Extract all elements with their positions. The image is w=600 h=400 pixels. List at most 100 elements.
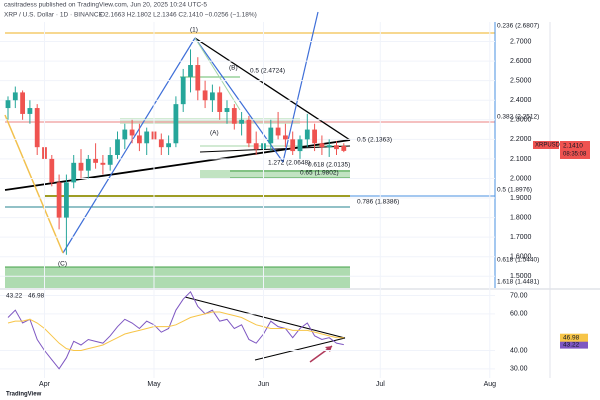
candle-body [158,139,164,148]
candle-body [202,90,208,101]
y-tick-label: 30.00 [510,366,528,373]
annotation: (1) [190,27,198,34]
x-tick-label: Apr [39,381,51,388]
candle-body [122,129,128,140]
trend-line [194,37,241,111]
x-tick-label: Jun [258,381,269,388]
candle-body [253,143,259,150]
y-tick-label: 1.5000 [510,273,532,280]
y-tick-label: 60.00 [510,311,528,318]
candle-body [239,119,244,124]
candle-body [210,92,215,101]
candle-body [166,143,171,148]
annotation: 1.272 (2.0648) [268,160,310,167]
y-tick-label: 1.7000 [510,234,532,241]
rsi-line [7,311,344,351]
candle-body [224,108,230,112]
rsi-trend-line [184,296,346,339]
annotation: 0.5 (1.8976) [497,187,532,194]
candle-body [341,145,347,151]
y-tick-label: 2.4000 [510,97,532,104]
candle-body [71,162,77,183]
zone [5,267,350,288]
symbol: XRP / U.S. Dollar · 1D · BINANCE [4,12,104,19]
annotation: (C) [58,261,67,268]
y-tick-label: 2.6000 [510,58,532,65]
badge-symbol: XRPUSD [535,143,561,149]
x-tick-label: May [147,381,161,388]
candle-body [304,129,310,140]
trend-line [4,114,64,254]
rsi-badge [560,340,588,349]
candle-body [319,143,325,148]
candle-body [100,162,106,165]
rsi-badge-label: 46.98 [563,334,580,341]
candle-body [64,182,69,218]
candle-body [137,135,142,144]
y-tick-label: 70.00 [510,292,528,299]
annotation: 0.382 (2.2512) [497,114,539,121]
y-tick-label: 1.8000 [510,214,532,221]
candle-body [93,158,98,163]
candle-body [27,108,33,114]
y-tick-label: 1.9000 [510,195,532,202]
candle-body [129,129,135,136]
rsi-line [7,290,344,370]
candle-body [85,158,91,171]
annotation: 0.236 (2.6807) [497,23,539,30]
candle-body [268,127,274,144]
candle-body [173,104,179,144]
candle-body [217,92,223,112]
candle-body [34,108,40,148]
candle-body [297,139,303,152]
attribution: casitradess published on TradingView.com… [4,2,207,9]
rsi-trend-line [254,337,346,361]
rsi-legend-value: 43.22 [6,293,23,300]
zone [200,170,350,178]
annotation: 0.618 (2.0135) [308,162,350,169]
candle-body [283,135,288,140]
candle-body [107,155,113,165]
annotation: 0.5 (2.1363) [357,137,392,144]
badge-price: 2.1410 [563,143,583,150]
y-tick-label: 2.2000 [510,136,532,143]
candle-body [231,108,237,124]
y-tick-label: 2.5000 [510,78,532,85]
badge [533,141,559,149]
annotation: 0.65 (1.9802) [300,170,339,177]
candle-body [334,145,339,150]
candle-body [246,119,252,144]
y-tick-label: 2.7000 [510,38,532,45]
candle-body [78,162,84,171]
plot-layer: 1.5000 1.6000 1.7000 1.8000 1.9000 2.0000 2.10… [0,11,600,388]
candle-body [195,65,201,91]
candle-body [275,127,281,136]
candle-body [20,92,25,114]
trend-line [282,11,319,163]
candle-body [326,145,332,148]
candle-body [312,129,317,144]
badge-countdown: 08:35:08 [563,152,587,158]
y-tick-label: 40.00 [510,347,528,354]
zone [120,118,300,124]
y-tick-label: 2.0000 [510,175,532,182]
annotation: (B) [229,65,238,72]
candle-body [5,100,11,109]
trend-line [194,37,351,141]
candle-body [12,92,18,101]
candle-body [115,139,120,155]
candle-body [56,182,62,218]
trend-line [199,145,351,153]
rsi-legend-value: 46.98 [28,293,45,300]
candle-body [180,76,186,105]
annotation: 0.618 (1.5440) [497,257,539,264]
annotation: 0.786 (1.8386) [357,199,399,206]
x-tick-label: Jul [376,381,385,388]
annotation: 0.5 (2.4724) [250,68,285,75]
y-tick-label: 2.3000 [510,117,532,124]
annotation: (A) [210,130,219,137]
candle-body [49,158,55,183]
ohlc: O2.1663 H2.1802 L2.1346 C2.1410 −0.0256 … [100,12,257,19]
y-tick-label: 2.1000 [510,156,532,163]
